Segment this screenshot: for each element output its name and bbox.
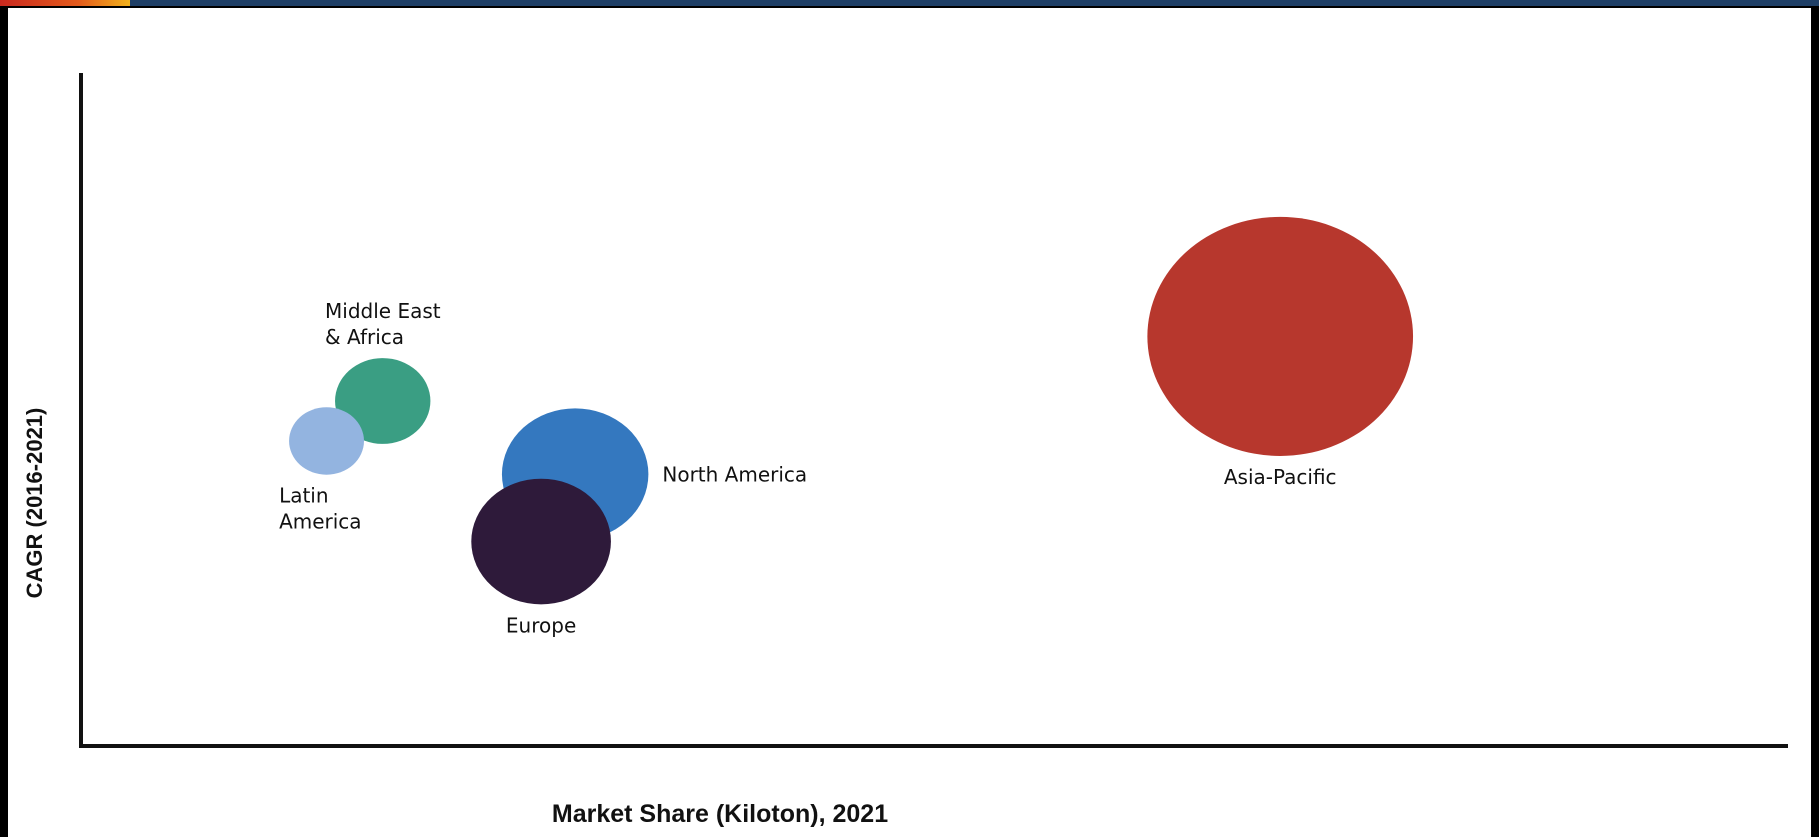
bubble-label-line: Europe bbox=[506, 613, 576, 637]
bubble-label-north-america: North America bbox=[662, 462, 807, 486]
bubble-label-asia-pacific: Asia-Pacific bbox=[1224, 465, 1337, 489]
bubble-middle-east-africa bbox=[335, 358, 431, 444]
chart-panel: Middle East & Africa Latin America North Ame… bbox=[8, 8, 1811, 837]
bubble-asia-pacific bbox=[1147, 216, 1414, 456]
bubble-label-line: & Africa bbox=[325, 325, 404, 349]
bubble-label-line: North America bbox=[662, 462, 807, 486]
bubble-label-line: Latin bbox=[279, 484, 328, 508]
bubble-europe bbox=[471, 478, 611, 605]
bubble-label-line: Asia-Pacific bbox=[1224, 465, 1337, 489]
bubble-label-middle-east-africa: Middle East & Africa bbox=[325, 299, 441, 349]
top-accent-gradient bbox=[0, 0, 130, 6]
bubble-label-layer: Middle East & Africa Latin America North Ame… bbox=[279, 299, 1336, 637]
bubble-label-line: America bbox=[279, 510, 362, 534]
y-axis-title: CAGR (2016-2021) bbox=[22, 408, 47, 599]
bubble-label-line: Middle East bbox=[325, 299, 441, 323]
bubble-chart: Middle East & Africa Latin America North Ame… bbox=[22, 73, 1788, 828]
x-axis-title: Market Share (Kiloton), 2021 bbox=[552, 800, 888, 828]
top-accent-strip bbox=[0, 0, 1819, 6]
bubble-label-latin-america: Latin America bbox=[279, 484, 362, 534]
bubble-layer bbox=[289, 216, 1414, 605]
bubble-label-europe: Europe bbox=[506, 613, 576, 637]
bubble-latin-america bbox=[289, 407, 364, 475]
